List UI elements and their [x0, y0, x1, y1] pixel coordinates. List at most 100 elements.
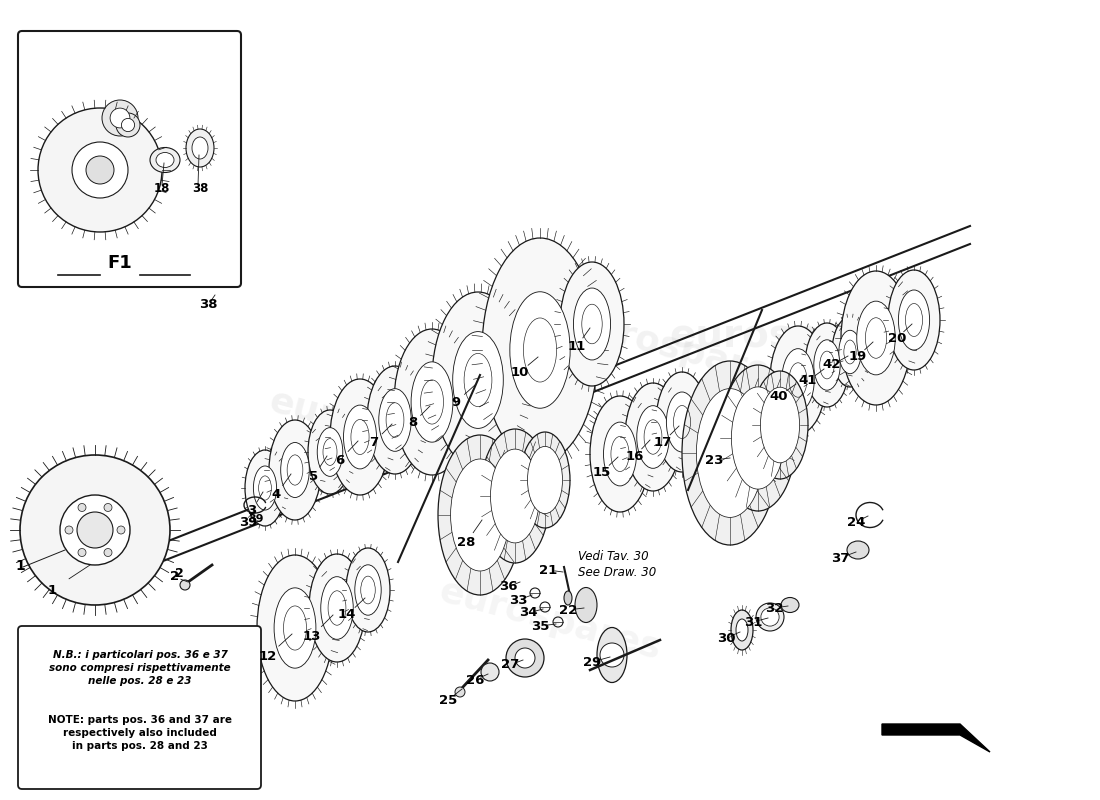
Circle shape [77, 512, 113, 548]
Ellipse shape [720, 365, 796, 511]
Ellipse shape [346, 548, 390, 632]
Text: 2: 2 [175, 567, 184, 580]
Ellipse shape [308, 410, 352, 494]
Ellipse shape [355, 565, 382, 615]
FancyBboxPatch shape [18, 626, 261, 789]
Ellipse shape [480, 429, 550, 563]
Text: 21: 21 [539, 563, 557, 577]
Text: 23: 23 [705, 454, 723, 466]
Ellipse shape [760, 387, 800, 462]
Text: 38: 38 [199, 298, 218, 311]
Ellipse shape [317, 428, 343, 476]
Text: eurospares: eurospares [436, 574, 664, 666]
Text: 34: 34 [519, 606, 537, 619]
Ellipse shape [839, 330, 861, 374]
Ellipse shape [732, 610, 754, 650]
Ellipse shape [560, 262, 624, 386]
Text: 1: 1 [15, 559, 24, 573]
Text: 12: 12 [258, 650, 277, 662]
Text: 1: 1 [47, 583, 56, 597]
Ellipse shape [432, 292, 524, 468]
Text: 8: 8 [408, 417, 418, 430]
Ellipse shape [321, 577, 353, 639]
Text: 26: 26 [465, 674, 484, 686]
Polygon shape [882, 724, 990, 752]
Text: 5: 5 [309, 470, 319, 482]
Circle shape [102, 100, 138, 136]
Ellipse shape [192, 137, 208, 159]
Text: 14: 14 [338, 609, 356, 622]
Text: 19: 19 [849, 350, 867, 362]
Ellipse shape [573, 288, 610, 360]
Text: 40: 40 [770, 390, 789, 402]
Ellipse shape [637, 406, 669, 468]
Text: eurospares: eurospares [669, 317, 915, 355]
Ellipse shape [394, 329, 470, 475]
Ellipse shape [367, 366, 424, 474]
Text: 27: 27 [500, 658, 519, 671]
Ellipse shape [309, 554, 365, 662]
Ellipse shape [378, 389, 411, 451]
Text: 9: 9 [451, 395, 461, 409]
Ellipse shape [814, 340, 840, 390]
Ellipse shape [782, 349, 814, 411]
Text: 32: 32 [764, 602, 783, 614]
Ellipse shape [656, 372, 708, 472]
Ellipse shape [600, 643, 624, 667]
Ellipse shape [756, 603, 784, 631]
Text: 7: 7 [370, 435, 378, 449]
Text: 13: 13 [302, 630, 321, 642]
Ellipse shape [604, 422, 637, 486]
Circle shape [39, 108, 162, 232]
Ellipse shape [597, 627, 627, 682]
Circle shape [86, 156, 114, 184]
Circle shape [104, 549, 112, 557]
Ellipse shape [682, 361, 778, 545]
Ellipse shape [270, 420, 321, 520]
Ellipse shape [564, 591, 572, 605]
Ellipse shape [899, 290, 930, 350]
Ellipse shape [330, 379, 390, 495]
Ellipse shape [451, 459, 509, 571]
Ellipse shape [482, 238, 598, 462]
Text: See Draw. 30: See Draw. 30 [578, 566, 657, 578]
Ellipse shape [805, 323, 849, 407]
Ellipse shape [832, 317, 868, 387]
Ellipse shape [761, 608, 779, 626]
Text: 42: 42 [823, 358, 842, 371]
Ellipse shape [736, 619, 748, 641]
Ellipse shape [888, 270, 940, 370]
Text: N.B.: i particolari pos. 36 e 37
sono compresi rispettivamente
nelle pos. 28 e 2: N.B.: i particolari pos. 36 e 37 sono co… [50, 650, 231, 686]
Circle shape [60, 495, 130, 565]
Ellipse shape [453, 331, 504, 429]
Text: 29: 29 [583, 655, 601, 669]
Text: eurospares: eurospares [265, 384, 495, 476]
Text: 15: 15 [593, 466, 612, 478]
Circle shape [117, 526, 125, 534]
Text: 30: 30 [717, 631, 735, 645]
Ellipse shape [842, 271, 911, 405]
Circle shape [455, 687, 465, 697]
Ellipse shape [509, 292, 570, 408]
Text: 39: 39 [248, 514, 264, 524]
Circle shape [180, 580, 190, 590]
Ellipse shape [590, 396, 650, 512]
Ellipse shape [245, 450, 285, 526]
Ellipse shape [343, 405, 376, 469]
Circle shape [481, 663, 499, 681]
Text: 36: 36 [498, 581, 517, 594]
Ellipse shape [520, 432, 570, 528]
Circle shape [116, 113, 140, 137]
Ellipse shape [274, 588, 316, 668]
Text: 4: 4 [272, 489, 280, 502]
Text: 38: 38 [191, 182, 208, 195]
Circle shape [110, 108, 130, 128]
Ellipse shape [253, 466, 276, 510]
Text: 39: 39 [239, 515, 257, 529]
Ellipse shape [857, 301, 895, 375]
Circle shape [20, 455, 170, 605]
Ellipse shape [186, 129, 214, 167]
Text: 10: 10 [510, 366, 529, 378]
Text: eurospares: eurospares [295, 421, 541, 459]
Ellipse shape [528, 446, 562, 514]
